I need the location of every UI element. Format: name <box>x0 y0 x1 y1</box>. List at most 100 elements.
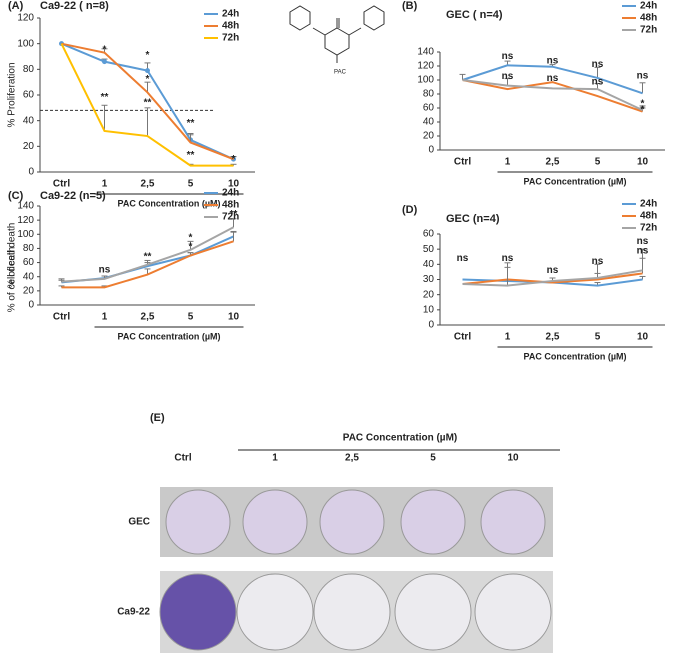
point <box>102 59 107 65</box>
legend-label: 48h <box>640 211 657 222</box>
y-tick-label: 0 <box>428 320 434 331</box>
series-line <box>462 64 643 95</box>
well <box>313 573 391 651</box>
y-tick-label: 100 <box>17 229 34 240</box>
well <box>400 489 466 555</box>
x-axis-label: PAC Concentration (µM) <box>117 331 220 341</box>
significance: ns <box>547 265 559 276</box>
point <box>145 68 150 74</box>
significance: * <box>189 242 193 253</box>
y-tick-label: 140 <box>17 201 34 212</box>
significance: ** <box>101 92 109 103</box>
y-tick-label: 120 <box>17 215 34 226</box>
pac-structure <box>289 5 385 63</box>
y-tick-label: 60 <box>423 103 435 114</box>
y-tick-label: 80 <box>23 243 35 254</box>
y-tick-label: 40 <box>23 271 35 282</box>
significance: ns <box>99 264 111 275</box>
column-label: 10 <box>507 453 519 464</box>
legend-label: 48h <box>222 21 239 32</box>
legend-label: 48h <box>222 200 239 211</box>
chart-title: Ca9-22 (n=5) <box>40 190 106 202</box>
y-tick-label: 30 <box>423 274 435 285</box>
chart-title: Ca9-22 ( n=8) <box>40 0 109 12</box>
legend-label: 72h <box>222 33 239 44</box>
series-line <box>61 240 234 289</box>
y-axis-label: % of cell death <box>7 223 18 289</box>
x-tick-label: 10 <box>228 179 240 190</box>
x-axis-label: PAC Concentration (µM) <box>523 351 626 361</box>
y-tick-label: 40 <box>423 259 435 270</box>
significance: * <box>189 232 193 243</box>
y-tick-label: 40 <box>423 117 435 128</box>
row-label: GEC <box>128 517 150 528</box>
y-tick-label: 60 <box>23 90 35 101</box>
column-header: PAC Concentration (µM) <box>343 433 457 444</box>
well <box>480 489 546 555</box>
y-tick-label: 40 <box>23 115 35 126</box>
significance: ns <box>637 245 649 256</box>
significance: ns <box>547 56 559 67</box>
y-tick-label: 20 <box>423 131 435 142</box>
x-tick-label: 10 <box>637 157 649 168</box>
x-tick-label: Ctrl <box>454 332 471 343</box>
column-label: 2,5 <box>345 453 359 464</box>
series-line <box>61 226 234 283</box>
significance: ns <box>637 70 649 81</box>
x-tick-label: 5 <box>188 179 194 190</box>
well <box>236 573 314 651</box>
y-axis-label: % of cell death <box>7 247 18 313</box>
x-tick-label: 5 <box>188 312 194 323</box>
chart-title: GEC ( n=4) <box>446 9 503 21</box>
x-tick-label: 2,5 <box>546 332 560 343</box>
legend-label: 72h <box>640 25 657 36</box>
y-axis-label: % Proliferation <box>7 62 18 127</box>
y-tick-label: 10 <box>423 304 435 315</box>
y-tick-label: 80 <box>423 89 435 100</box>
x-tick-label: Ctrl <box>53 312 70 323</box>
significance: ** <box>187 118 195 129</box>
significance: ns <box>637 236 649 247</box>
x-tick-label: 1 <box>102 312 108 323</box>
well <box>242 489 308 555</box>
x-tick-label: 1 <box>102 179 108 190</box>
significance: * <box>146 74 150 85</box>
y-tick-label: 0 <box>28 167 34 178</box>
legend-label: 24h <box>640 199 657 210</box>
significance: ns <box>502 51 514 62</box>
y-tick-label: 140 <box>417 47 434 58</box>
x-tick-label: Ctrl <box>454 157 471 168</box>
y-tick-label: 100 <box>17 38 34 49</box>
panel-label: (C) <box>8 190 24 202</box>
y-tick-label: 20 <box>23 141 35 152</box>
y-tick-label: 120 <box>417 61 434 72</box>
significance: * <box>641 105 645 116</box>
y-tick-label: 80 <box>23 64 35 75</box>
x-tick-label: 2,5 <box>141 179 155 190</box>
row-label: Ca9-22 <box>117 607 150 618</box>
significance: * <box>641 98 645 109</box>
significance: ns <box>592 77 604 88</box>
legend-label: 72h <box>222 212 239 223</box>
column-label: 1 <box>272 453 278 464</box>
well <box>165 489 231 555</box>
significance: ns <box>502 71 514 82</box>
panel-label: (E) <box>150 412 165 424</box>
y-tick-label: 60 <box>23 257 35 268</box>
significance: ** <box>144 252 152 263</box>
x-axis-label: PAC Concentration (µM) <box>523 176 626 186</box>
legend-label: 24h <box>222 9 239 20</box>
significance: * <box>146 50 150 61</box>
y-tick-label: 60 <box>423 229 435 240</box>
x-tick-label: 5 <box>595 157 601 168</box>
significance: ns <box>592 59 604 70</box>
structure-label: PAC <box>334 70 347 76</box>
significance: ns <box>592 256 604 267</box>
legend-label: 24h <box>222 188 239 199</box>
y-tick-label: 50 <box>423 244 435 255</box>
significance: * <box>103 45 107 56</box>
significance: * <box>232 154 236 165</box>
chart-title: GEC (n=4) <box>446 213 500 225</box>
